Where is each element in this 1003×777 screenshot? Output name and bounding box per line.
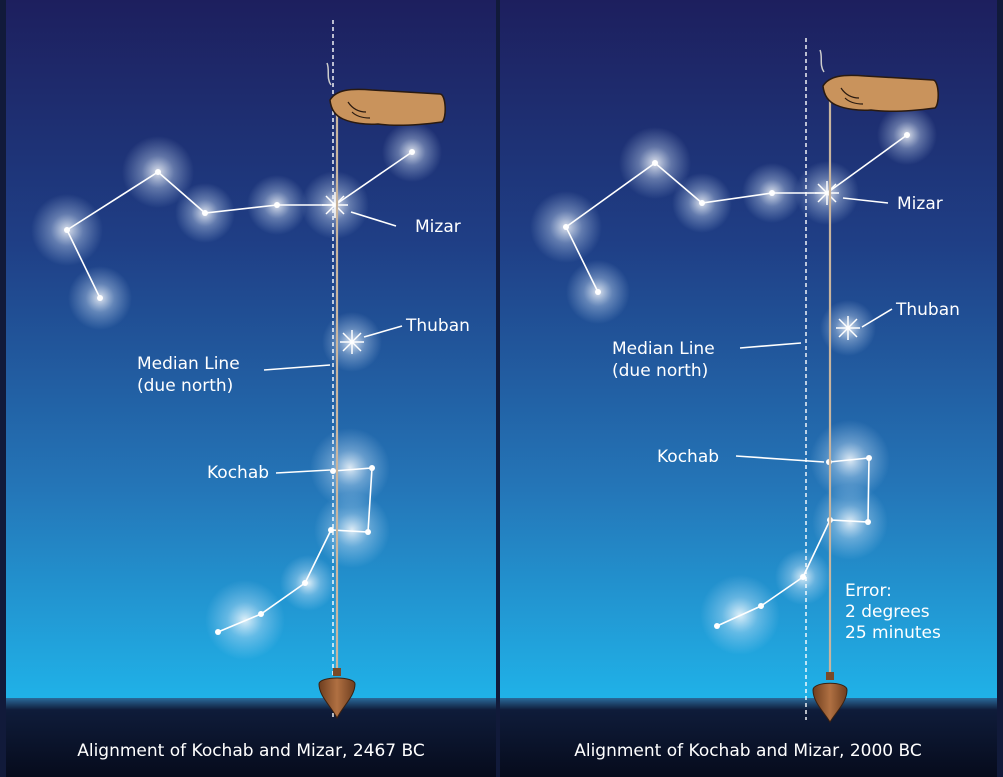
hand-icon bbox=[326, 62, 446, 127]
thuban-label: Thuban bbox=[895, 300, 960, 320]
stars bbox=[563, 132, 910, 629]
kochab-label: Kochab bbox=[207, 463, 269, 483]
star-glows bbox=[31, 122, 442, 660]
kochab-leader bbox=[735, 455, 825, 463]
median-leader bbox=[739, 342, 802, 349]
median-leader bbox=[263, 364, 331, 371]
panel-right: Mizar Thuban Median Line (due north) Koc… bbox=[500, 0, 997, 777]
error-minutes-label: 25 minutes bbox=[845, 623, 941, 643]
thuban-star bbox=[836, 316, 860, 340]
median-line-sublabel: (due north) bbox=[137, 376, 233, 396]
mizar-label: Mizar bbox=[897, 194, 943, 214]
mizar-leader bbox=[350, 211, 397, 227]
panel-divider bbox=[496, 0, 500, 777]
median-line-label: Median Line bbox=[137, 354, 240, 374]
kochab-label: Kochab bbox=[657, 447, 719, 467]
median-line-sublabel: (due north) bbox=[612, 361, 708, 381]
plumb-bob-icon bbox=[812, 672, 848, 723]
mizar-star bbox=[322, 192, 348, 218]
mizar-star bbox=[815, 181, 839, 205]
hand-icon bbox=[819, 49, 939, 113]
thuban-leader bbox=[861, 308, 893, 328]
caption: Alignment of Kochab and Mizar, 2000 BC bbox=[574, 741, 922, 761]
thuban-star bbox=[340, 330, 364, 354]
stars bbox=[64, 149, 415, 635]
median-line-label: Median Line bbox=[612, 339, 715, 359]
kochab-leader bbox=[275, 469, 331, 474]
mizar-label: Mizar bbox=[415, 217, 461, 237]
ground bbox=[500, 698, 997, 777]
error-degrees-label: 2 degrees bbox=[845, 602, 930, 622]
ground bbox=[6, 698, 496, 777]
thuban-label: Thuban bbox=[405, 316, 470, 336]
plumb-bob-icon bbox=[318, 668, 356, 720]
error-label: Error: bbox=[845, 581, 892, 601]
mizar-leader bbox=[842, 197, 889, 204]
thuban-leader bbox=[363, 325, 403, 338]
panel-left: Mizar Thuban Median Line (due north) Koc… bbox=[6, 0, 496, 777]
caption: Alignment of Kochab and Mizar, 2467 BC bbox=[77, 741, 425, 761]
